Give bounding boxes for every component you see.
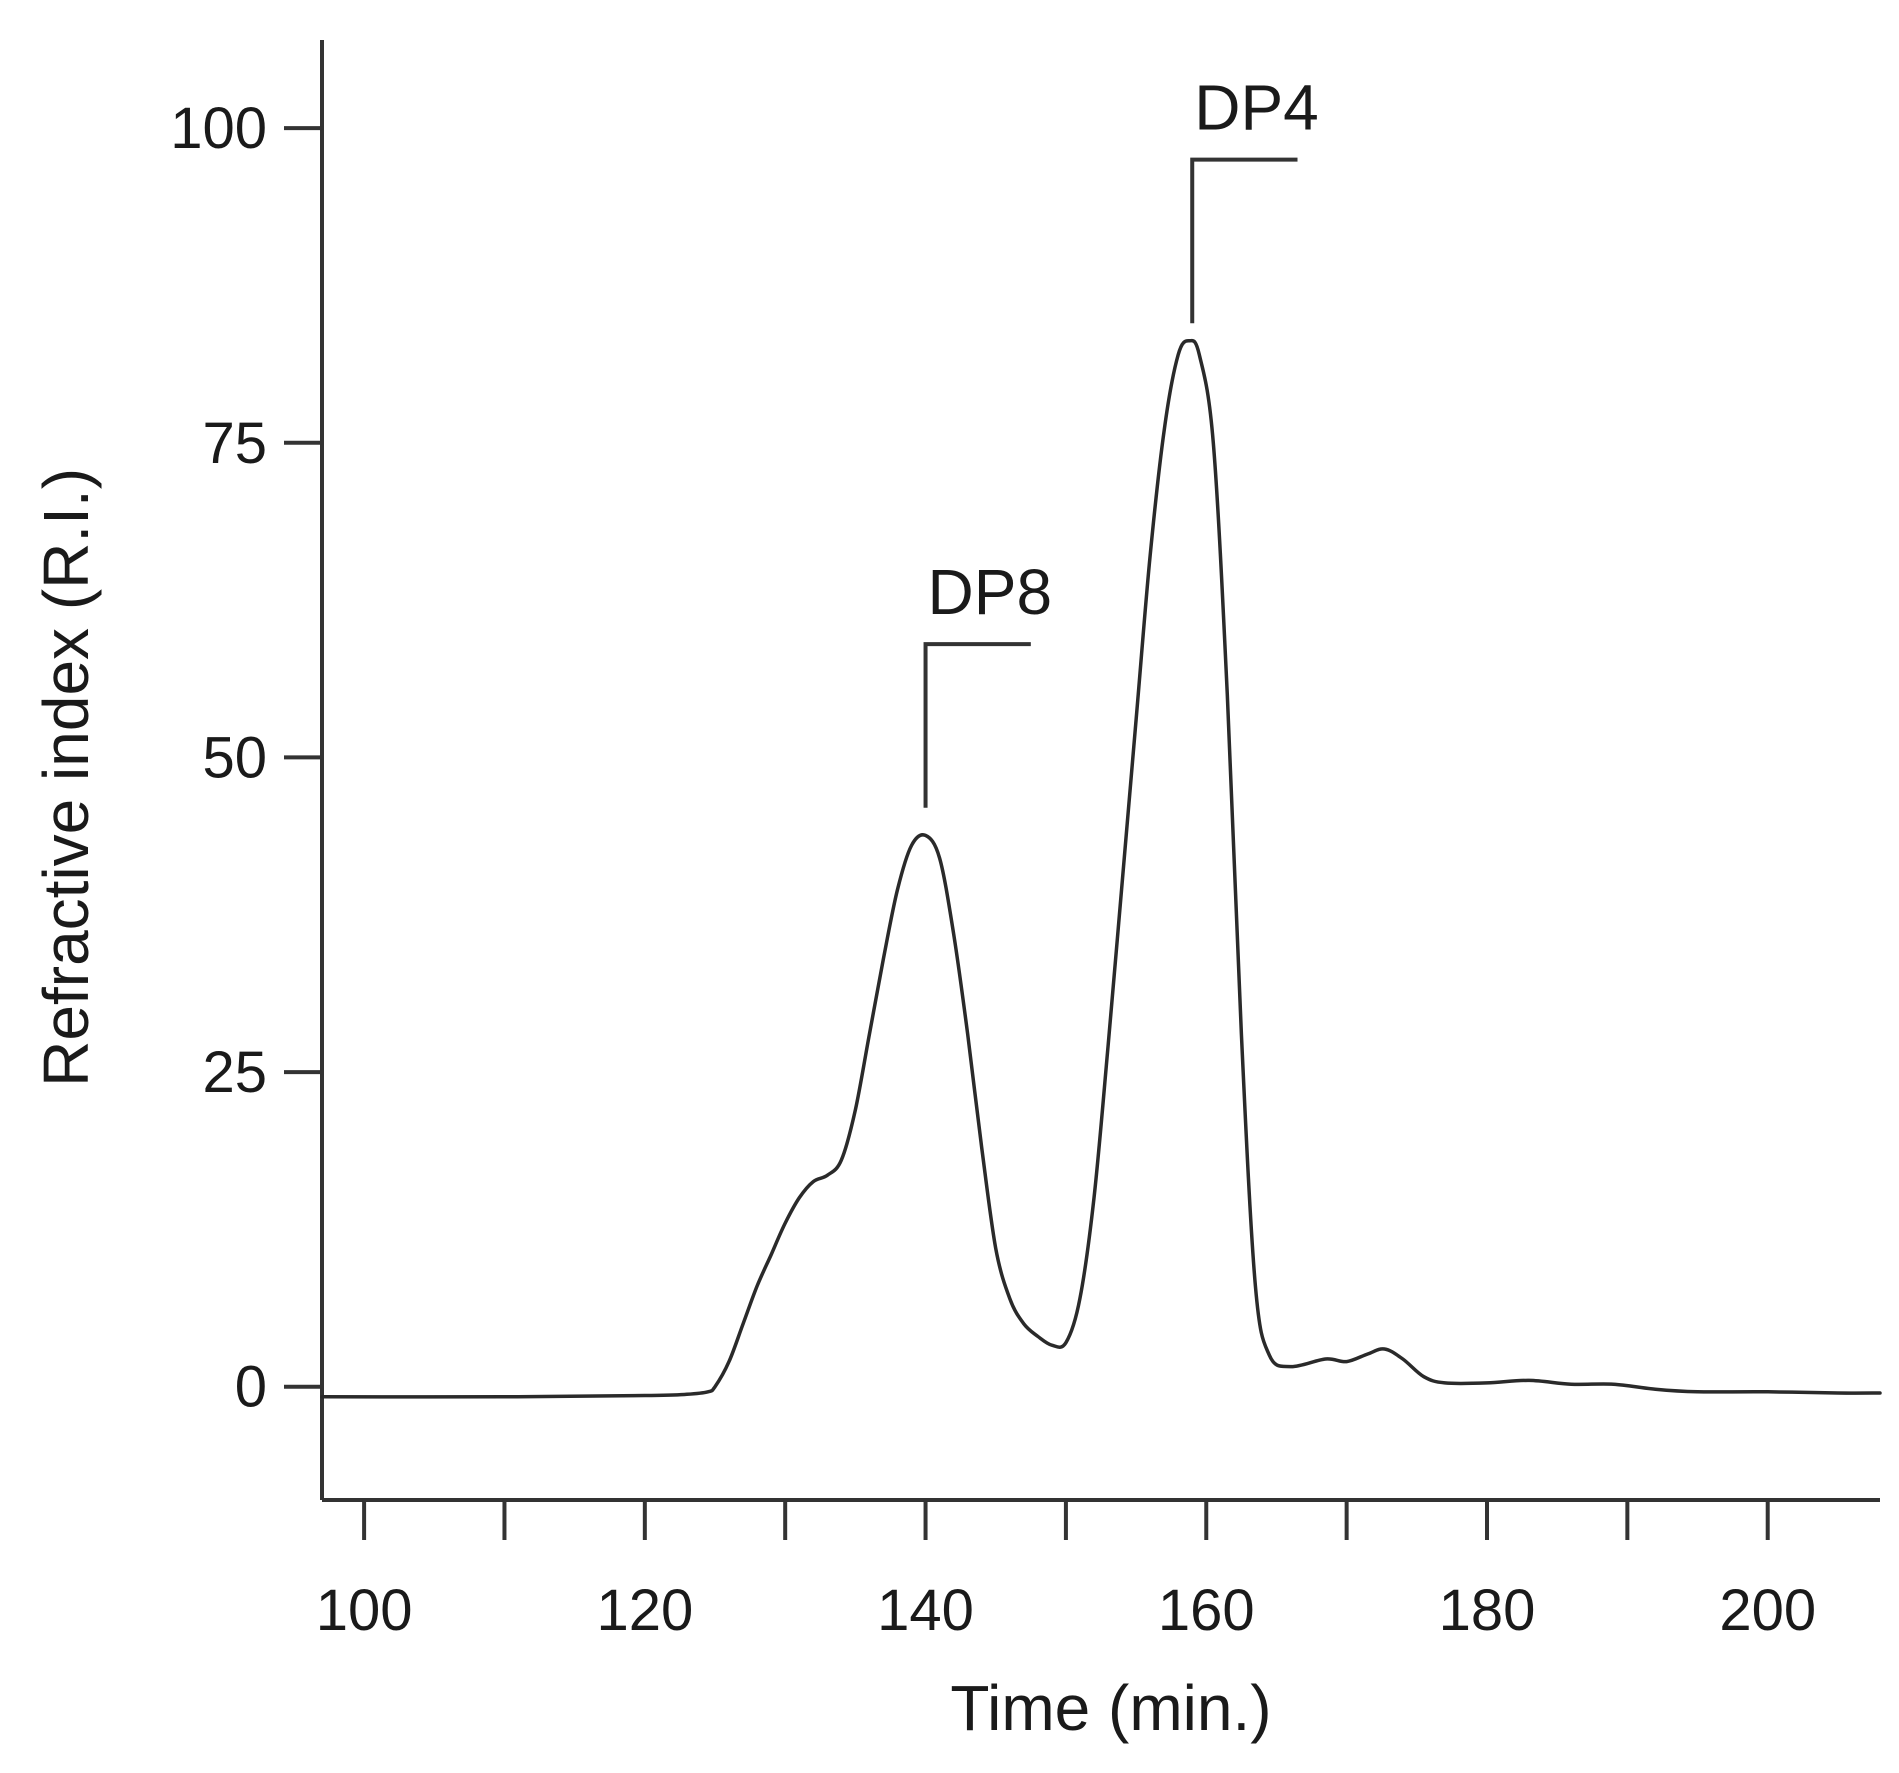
y-tick-label: 50 <box>202 725 267 790</box>
x-tick-label: 120 <box>596 1578 693 1643</box>
y-tick-label: 75 <box>202 411 267 476</box>
y-axis-ticks: 0 25 50 75 100 <box>170 96 322 1420</box>
x-tick-label: 140 <box>877 1578 974 1643</box>
series-line <box>320 338 1882 1399</box>
y-axis-title: Refractive index (R.I.) <box>30 468 102 1087</box>
peak-label: DP4 <box>1194 72 1319 144</box>
y-tick-label: 25 <box>202 1040 267 1105</box>
x-tick-label: 180 <box>1439 1578 1536 1643</box>
peak-label: DP8 <box>928 556 1053 628</box>
y-tick-label: 0 <box>235 1355 267 1420</box>
y-tick-label: 100 <box>170 96 267 161</box>
x-tick-label: 200 <box>1719 1578 1816 1643</box>
x-axis-ticks: 100 120 140 160 180 200 <box>316 1500 1816 1643</box>
x-tick-label: 100 <box>316 1578 413 1643</box>
x-tick-label: 160 <box>1158 1578 1255 1643</box>
peak-marker-line <box>1190 157 1298 324</box>
x-axis-title: Time (min.) <box>950 1672 1271 1744</box>
peak-marker-line <box>923 642 1031 808</box>
peak-annotations: DP8 DP4 <box>923 72 1319 808</box>
axes <box>320 40 1880 1502</box>
